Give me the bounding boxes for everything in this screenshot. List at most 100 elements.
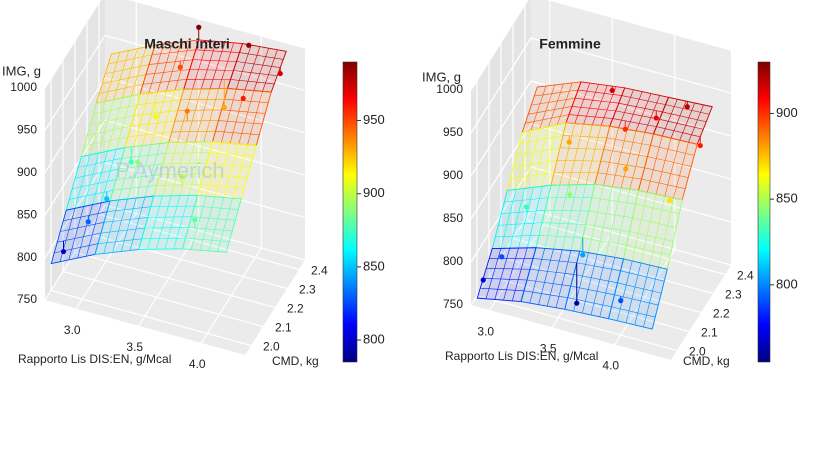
x-tick-label: 4.0 xyxy=(602,359,619,373)
mesh-line xyxy=(556,159,601,162)
mesh-line xyxy=(632,217,677,228)
mesh-line xyxy=(238,90,255,145)
mesh-line xyxy=(591,85,608,125)
mesh-line xyxy=(518,187,534,249)
mesh-line xyxy=(103,217,148,223)
grid-line xyxy=(476,294,678,352)
grid-line xyxy=(74,251,276,309)
point xyxy=(567,192,573,198)
y-tick-label: 2.2 xyxy=(287,302,304,316)
mesh-line xyxy=(656,126,701,138)
mesh-line xyxy=(159,90,176,144)
mesh-line xyxy=(617,282,662,294)
mesh-line xyxy=(559,123,576,186)
watermark: P.Aymerich xyxy=(115,158,224,183)
mesh-line xyxy=(606,137,651,146)
mesh-line xyxy=(147,216,192,218)
mesh-line xyxy=(208,197,225,251)
grid-line xyxy=(512,237,714,295)
mesh-line xyxy=(548,83,564,127)
mesh-line xyxy=(538,248,554,305)
mesh-line xyxy=(644,95,661,133)
mesh-line xyxy=(688,104,704,143)
panel: 750 800 850 900 950 1000 3.0 3.5 4.0 2.0 2.1 2.2 2.3… xyxy=(422,0,798,373)
grid-line xyxy=(104,34,306,91)
point xyxy=(623,166,629,172)
mesh-line xyxy=(585,125,602,185)
mesh-line xyxy=(581,254,598,314)
mesh-line xyxy=(98,99,115,154)
mesh-line xyxy=(583,84,599,125)
mesh-line xyxy=(597,172,642,180)
mesh-line xyxy=(221,109,266,114)
mesh-line xyxy=(185,88,202,143)
mesh-line xyxy=(239,52,284,60)
mesh-line xyxy=(90,115,135,125)
mesh-line xyxy=(503,247,519,301)
mesh-line xyxy=(165,152,210,154)
grid-line xyxy=(546,0,732,51)
mesh-line xyxy=(588,210,633,219)
z-tick-label: 950 xyxy=(443,125,463,139)
mesh-line xyxy=(203,88,220,143)
point xyxy=(196,24,202,30)
grid-line xyxy=(500,256,702,314)
grid-line xyxy=(50,289,252,347)
mesh-line xyxy=(217,198,233,252)
mesh-line xyxy=(588,185,604,253)
mesh-line xyxy=(519,134,564,145)
mesh-line xyxy=(673,142,689,199)
mesh-line xyxy=(173,195,190,249)
mesh-line xyxy=(189,69,234,71)
mesh-line xyxy=(618,89,634,128)
mesh-line xyxy=(144,143,161,198)
point xyxy=(697,142,703,149)
mesh-line xyxy=(85,202,102,257)
mesh-line xyxy=(541,222,586,225)
mesh-line xyxy=(127,131,172,138)
colorbar-tick-label: 950 xyxy=(363,112,385,127)
z-tick-label: 800 xyxy=(17,250,37,264)
mesh-line xyxy=(147,195,163,250)
point xyxy=(177,64,183,70)
mesh-line xyxy=(215,130,260,136)
mesh-line xyxy=(148,43,165,94)
mesh-line xyxy=(87,125,132,136)
mesh-line xyxy=(615,110,660,120)
mesh-line xyxy=(203,173,248,178)
mesh-line xyxy=(262,49,278,92)
z-tick-label: 950 xyxy=(17,123,37,137)
mesh-line xyxy=(118,163,163,170)
mesh-line xyxy=(77,204,93,259)
mesh-line xyxy=(218,42,235,89)
mesh-line xyxy=(546,249,563,307)
y-tick-label: 2.0 xyxy=(689,345,706,359)
mesh-line xyxy=(494,248,511,300)
mesh-line xyxy=(614,294,659,306)
point xyxy=(480,277,486,283)
mesh-line xyxy=(200,41,217,89)
mesh-line xyxy=(145,69,190,75)
z-tick-label: 750 xyxy=(17,292,37,306)
mesh-line xyxy=(679,102,696,141)
mesh-line xyxy=(504,197,549,203)
mesh-line xyxy=(577,89,622,96)
mesh-line xyxy=(510,172,555,180)
mesh-line xyxy=(75,168,120,179)
mesh-line xyxy=(165,41,182,92)
mesh-line xyxy=(553,184,569,250)
mesh-line xyxy=(591,197,636,205)
mesh-line xyxy=(224,98,269,104)
mesh-line xyxy=(544,209,589,212)
mesh-line xyxy=(150,91,167,145)
y-tick-label: 2.2 xyxy=(713,307,730,321)
mesh-line xyxy=(102,74,147,84)
point xyxy=(618,298,624,304)
mesh-line xyxy=(185,237,230,242)
mesh-line xyxy=(603,127,619,186)
mesh-line xyxy=(162,162,207,165)
mesh-line xyxy=(142,92,158,146)
y-tick-label: 2.1 xyxy=(275,321,292,335)
grid-line xyxy=(62,270,264,328)
mesh-line xyxy=(180,98,225,101)
